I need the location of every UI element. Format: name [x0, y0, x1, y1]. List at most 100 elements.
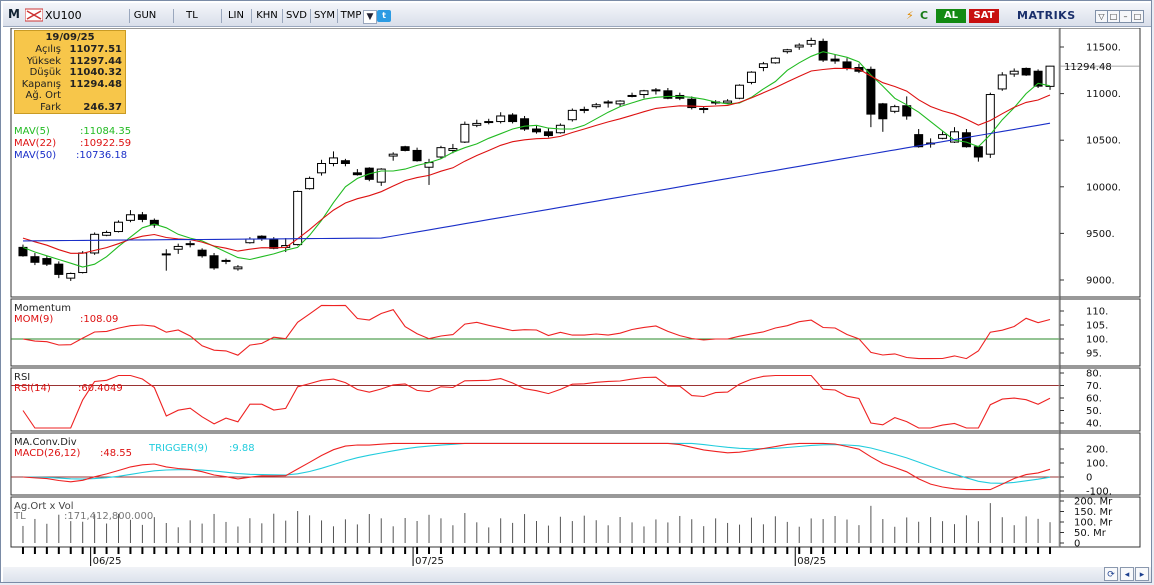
candle-down — [973, 146, 983, 158]
candle-up — [388, 153, 398, 157]
brand-label: MATRIKS — [1017, 9, 1076, 22]
toolbar-button-tmp[interactable]: TMP — [337, 9, 364, 23]
info-row-diff: Fark 246.37 — [40, 101, 122, 113]
volume-title: Ag.Ort x Vol — [14, 501, 74, 512]
candle-up — [699, 108, 709, 111]
candle-up — [472, 122, 482, 126]
template-dropdown-icon[interactable]: ▼ — [363, 10, 377, 24]
momentum-panel — [10, 298, 1141, 367]
c-button[interactable]: C — [920, 9, 929, 22]
candle-down — [1021, 67, 1031, 76]
candle-up — [938, 134, 948, 139]
buy-button[interactable]: AL — [936, 9, 966, 23]
rsi-axis-tick-label: 50. — [1086, 406, 1102, 417]
momentum-axis-tick-label: 110. — [1086, 307, 1108, 318]
candle-up — [651, 89, 661, 92]
candle-down — [412, 149, 422, 162]
candle-down — [543, 131, 553, 137]
candle-up — [114, 221, 124, 233]
toolbar-button-tl[interactable]: TL — [173, 9, 210, 23]
info-row-avg: Ağ. Ort — [25, 90, 61, 101]
volume-axis-tick-label: 200. Mr — [1074, 497, 1113, 508]
candle-down — [687, 98, 697, 109]
candle-up — [66, 272, 76, 279]
toolbar-button-sym[interactable]: SYM — [310, 9, 338, 23]
candle-up — [567, 109, 577, 121]
candle-down — [830, 58, 840, 62]
volume-axis-tick-label: 150. Mr — [1074, 507, 1113, 518]
scroll-right-icon[interactable]: ▸ — [1135, 567, 1149, 581]
macd-axis-tick-label: 200. — [1086, 445, 1108, 456]
candle-down — [902, 105, 912, 117]
candle-up — [615, 100, 625, 105]
candle-down — [520, 118, 530, 130]
candle-up — [579, 108, 589, 111]
ohlc-info-box: 19/09/25 Açılış 11077.51 Yüksek 11297.44 D… — [14, 30, 126, 114]
candle-up — [102, 231, 112, 236]
rsi-axis-tick-label: 80. — [1086, 369, 1102, 380]
symbol-selector[interactable]: XU100 — [45, 9, 82, 22]
toolbar-button-lin[interactable]: LIN — [221, 9, 250, 23]
candle-down — [400, 146, 410, 151]
rsi-title: RSI — [14, 372, 31, 383]
candle-up — [758, 63, 768, 69]
rsi-axis-tick-label: 70. — [1086, 381, 1102, 392]
symbol-flag-icon[interactable] — [25, 8, 43, 22]
price-axis-tick-label: 9500. — [1086, 229, 1115, 240]
candle-up — [125, 214, 135, 221]
price-axis-tick-label: 10000. — [1086, 182, 1121, 193]
volume-axis-tick-label: 0 — [1074, 539, 1080, 550]
info-row-low: Düşük 11040.32 — [29, 67, 122, 78]
info-row-close: Kapanış 11294.48 — [21, 78, 122, 90]
rsi-axis-tick-label: 40. — [1086, 419, 1102, 430]
candle-down — [209, 255, 219, 269]
momentum-axis-tick-label: 100. — [1086, 335, 1108, 346]
candle-up — [627, 94, 637, 97]
chart-canvas[interactable]: 11500. 11000. 10500. 10000. 9500. 9000. 11294.… — [2, 28, 1152, 584]
toolbar-button-svd[interactable]: SVD — [282, 9, 310, 23]
momentum-axis-tick-label: 95. — [1086, 349, 1102, 360]
toolbar-button-gun[interactable]: GUN — [129, 9, 160, 23]
sell-button[interactable]: SAT — [969, 9, 999, 23]
candle-up — [376, 168, 386, 183]
rsi-panel — [10, 367, 1141, 432]
candle-up — [794, 44, 804, 48]
candle-down — [878, 103, 888, 120]
candle-down — [663, 90, 673, 99]
candle-down — [866, 68, 876, 115]
twitter-icon[interactable]: t — [377, 10, 391, 22]
candle-down — [914, 134, 924, 148]
candle-down — [197, 249, 207, 257]
candle-up — [890, 106, 900, 112]
rsi-axis-tick-label: 60. — [1086, 394, 1102, 405]
candle-down — [818, 40, 828, 61]
candle-down — [352, 172, 362, 176]
volume-panel — [10, 496, 1141, 548]
flash-icon[interactable]: ⚡ — [906, 9, 914, 22]
candle-down — [532, 128, 541, 133]
maximize-icon[interactable]: □ — [1131, 10, 1144, 23]
candle-down — [54, 263, 64, 275]
candle-up — [735, 84, 745, 99]
toolbar-button-khn[interactable]: KHN — [251, 9, 282, 23]
candle-down — [30, 256, 40, 263]
volume-legend: TL:171,412,800.000 — [14, 511, 154, 522]
legend-mav50: MAV(50):10736.18 — [14, 150, 128, 161]
candle-up — [1045, 65, 1055, 87]
refresh-icon[interactable]: ⟳ — [1104, 567, 1118, 581]
date-label: 08/25 — [797, 556, 826, 567]
rsi-line — [22, 374, 1051, 429]
bottom-bar: ⟳ ◂ ▸ — [3, 567, 1151, 582]
scroll-left-icon[interactable]: ◂ — [1120, 567, 1134, 581]
volume-axis-tick-label: 100. Mr — [1074, 518, 1113, 529]
candle-up — [173, 245, 183, 250]
candle-up — [328, 157, 338, 165]
candle-down — [961, 132, 971, 148]
candle-up — [985, 94, 995, 155]
info-date: 19/09/25 — [45, 32, 95, 43]
candle-up — [746, 71, 756, 83]
macd-axis-tick-label: 100. — [1086, 459, 1108, 470]
candle-up — [305, 177, 315, 190]
rsi-legend: RSI(14):60.4049 — [14, 383, 123, 394]
